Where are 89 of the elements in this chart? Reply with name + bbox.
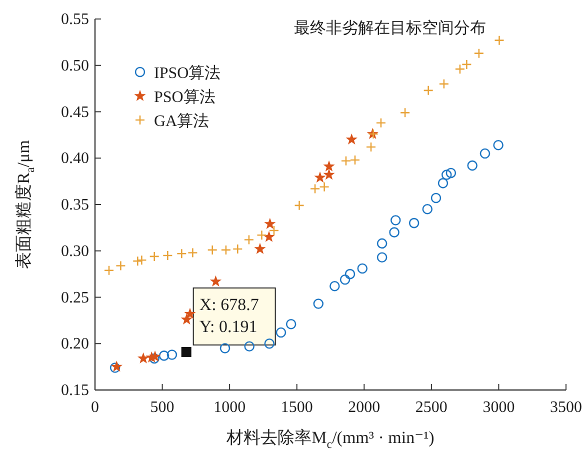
point <box>493 140 504 150</box>
point <box>454 64 466 74</box>
point <box>441 170 452 180</box>
point <box>314 172 326 182</box>
x-tick-label: 1500 <box>280 399 313 416</box>
point <box>474 48 484 58</box>
y-tick-label: 0.55 <box>61 11 89 28</box>
legend-label: GA算法 <box>154 112 210 130</box>
x-tick-label: 500 <box>150 399 174 416</box>
x-tick-label: 2500 <box>415 399 448 416</box>
y-tick-label: 0.15 <box>61 382 89 399</box>
point <box>184 308 196 318</box>
point <box>256 230 267 240</box>
point <box>340 156 352 166</box>
y-tick-label: 0.50 <box>61 57 89 74</box>
y-tick-label: 0.45 <box>61 104 89 121</box>
point <box>446 168 456 178</box>
point <box>294 200 304 211</box>
point <box>232 244 243 254</box>
point <box>244 234 254 245</box>
point <box>408 218 420 228</box>
point <box>132 256 143 266</box>
point <box>182 314 192 324</box>
legend-label: IPSO算法 <box>154 64 221 82</box>
point <box>276 327 286 338</box>
point <box>376 118 386 128</box>
point <box>340 274 350 285</box>
chart-title: 最终非劣解在目标空间分布 <box>294 19 486 37</box>
point <box>264 218 276 228</box>
point <box>254 244 266 254</box>
point <box>324 169 334 180</box>
legend-label: PSO算法 <box>154 88 216 106</box>
point <box>423 85 434 96</box>
point <box>494 35 504 46</box>
point <box>462 59 472 70</box>
point <box>376 238 388 249</box>
x-tick-label: 3500 <box>550 399 582 416</box>
point <box>162 250 173 261</box>
point <box>136 255 147 266</box>
point <box>330 280 340 292</box>
x-axis-title: 材料去除率M$_{c}$/(mm³ · min⁻¹) <box>226 428 434 451</box>
y-tick-label: 0.40 <box>61 150 89 168</box>
y-tick-label: 0.30 <box>61 242 89 260</box>
point <box>366 142 376 152</box>
point <box>346 134 357 144</box>
point <box>244 341 255 352</box>
point <box>400 108 410 118</box>
point <box>220 244 232 256</box>
point <box>149 353 160 364</box>
y-tick-label: 0.35 <box>61 196 89 214</box>
point <box>376 252 388 263</box>
point <box>210 276 221 286</box>
point <box>310 184 320 194</box>
point <box>390 215 401 226</box>
point <box>286 318 296 330</box>
point <box>313 298 324 309</box>
y-tick-label: 0.20 <box>61 336 89 353</box>
point <box>207 244 218 256</box>
point <box>150 351 160 362</box>
x-tick-label: 2000 <box>348 399 380 416</box>
point <box>389 227 400 238</box>
point <box>220 343 230 354</box>
x-tick-label: 1000 <box>214 399 246 416</box>
point <box>438 78 450 90</box>
point <box>324 161 334 171</box>
point <box>357 263 368 274</box>
point <box>430 192 442 204</box>
annotation: X: 678.7 Y: 0.191 <box>199 294 260 336</box>
point <box>176 248 187 259</box>
point <box>116 260 126 271</box>
point <box>319 182 330 192</box>
point <box>268 225 280 236</box>
point <box>166 350 178 360</box>
y-tick-label: 0.25 <box>61 289 89 306</box>
point <box>104 265 114 276</box>
x-tick-label: 0 <box>91 399 99 416</box>
point <box>480 148 490 159</box>
point <box>264 232 274 242</box>
point <box>438 178 448 188</box>
point <box>422 204 433 214</box>
point <box>188 248 198 258</box>
point <box>264 338 275 349</box>
point <box>350 154 360 166</box>
point <box>138 353 148 363</box>
point <box>158 350 170 361</box>
point <box>467 160 478 171</box>
point <box>149 251 160 262</box>
x-tick-label: 3000 <box>482 399 515 416</box>
point <box>344 268 356 280</box>
